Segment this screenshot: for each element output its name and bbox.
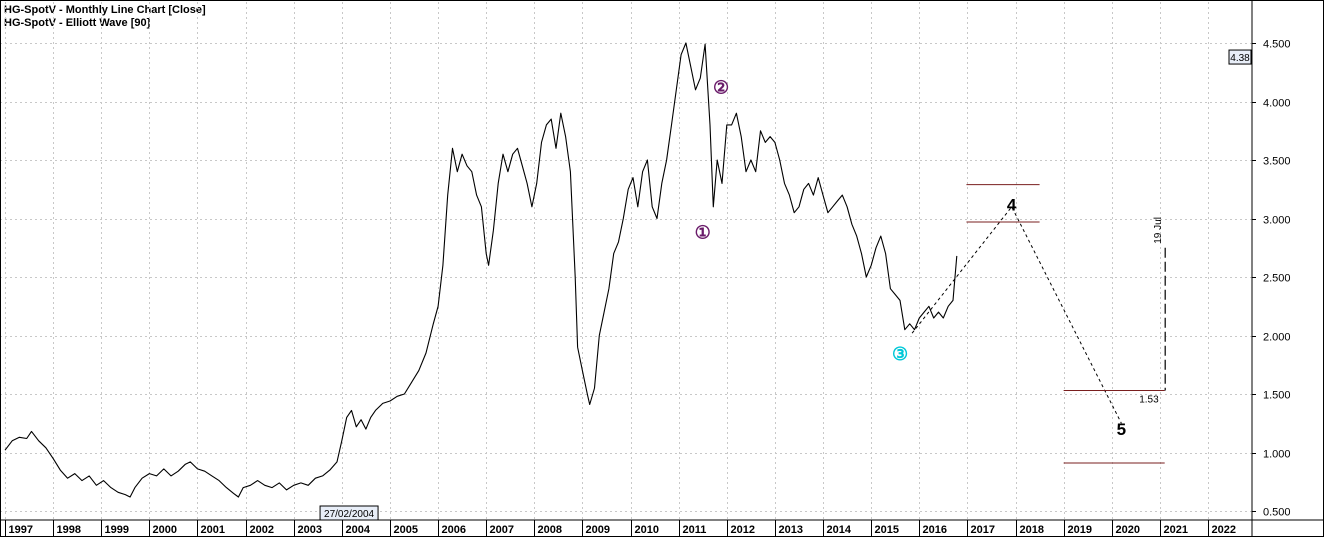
x-tick-label: 1999	[105, 524, 129, 536]
x-tick-label: 2007	[490, 524, 514, 536]
x-tick-label: 2018	[1020, 524, 1044, 536]
date-marker-label: 19 Jul	[1153, 217, 1164, 244]
elliott-wave-overlay: 19 Jul 1.53 ① ② ③ 4 5	[695, 77, 1166, 464]
x-tick-label: 2004	[346, 524, 371, 536]
last-value-label: 4.38	[1230, 53, 1250, 64]
date-label: 27/02/2004	[324, 509, 374, 520]
x-tick-label: 2003	[298, 524, 322, 536]
x-tick-label: 2008	[538, 524, 562, 536]
wave-label: ②	[713, 77, 729, 97]
x-tick-label: 1998	[57, 524, 81, 536]
x-tick-label: 2022	[1212, 524, 1236, 536]
y-tick-label: 1.000	[1263, 449, 1291, 461]
price-line	[4, 42, 958, 498]
wave-label: 5	[1117, 420, 1126, 439]
chart-title: HG-SpotV - Monthly Line Chart [Close]	[4, 4, 206, 16]
x-tick-label: 2009	[586, 524, 610, 536]
grid-lines	[0, 2, 1252, 520]
x-tick-label: 2006	[442, 524, 466, 536]
x-tick-label: 2002	[250, 524, 274, 536]
y-tick-label: 2.500	[1263, 273, 1291, 285]
x-tick-label: 2000	[153, 524, 177, 536]
x-tick-label: 2015	[875, 524, 899, 536]
x-tick-label: 2020	[1116, 524, 1140, 536]
x-tick-label: 2021	[1164, 524, 1188, 536]
x-tick-label: 2012	[731, 524, 755, 536]
y-tick-label: 2.000	[1263, 332, 1291, 344]
x-tick-label: 2019	[1068, 524, 1092, 536]
y-tick-label: 1.500	[1263, 390, 1291, 402]
y-tick-label: 4.000	[1263, 98, 1291, 110]
date-box	[319, 505, 379, 521]
x-tick-label: 2005	[394, 524, 418, 536]
x-tick-label: 2010	[635, 524, 659, 536]
y-tick-label: 3.500	[1263, 156, 1291, 168]
y-axis: 0.500 1.000 1.500 2.000 2.500 3.000 3.500 4.000…	[1228, 39, 1291, 519]
x-tick-label: 2011	[683, 524, 707, 536]
price-series	[4, 42, 958, 498]
wave-label: ①	[695, 223, 711, 243]
x-tick-label: 1997	[9, 524, 33, 536]
indicator-title: HG-SpotV - Elliott Wave [90]	[4, 17, 151, 29]
x-tick-label: 2001	[201, 524, 225, 536]
y-tick-label: 3.000	[1263, 215, 1291, 227]
y-tick-label: 0.500	[1263, 507, 1291, 519]
x-axis: 1997 1998 1999 2000 2001 2002 2003 2004 2005 2006…	[5, 505, 1236, 537]
level-label: 1.53	[1139, 394, 1159, 405]
wave-label: 4	[1007, 195, 1017, 214]
wave-label: ③	[892, 344, 908, 364]
y-tick-label: 4.500	[1263, 39, 1291, 51]
x-tick-label: 2014	[827, 524, 852, 536]
last-value-box	[1228, 49, 1252, 65]
x-tick-label: 2017	[971, 524, 995, 536]
x-tick-label: 2016	[923, 524, 947, 536]
x-tick-label: 2013	[779, 524, 803, 536]
